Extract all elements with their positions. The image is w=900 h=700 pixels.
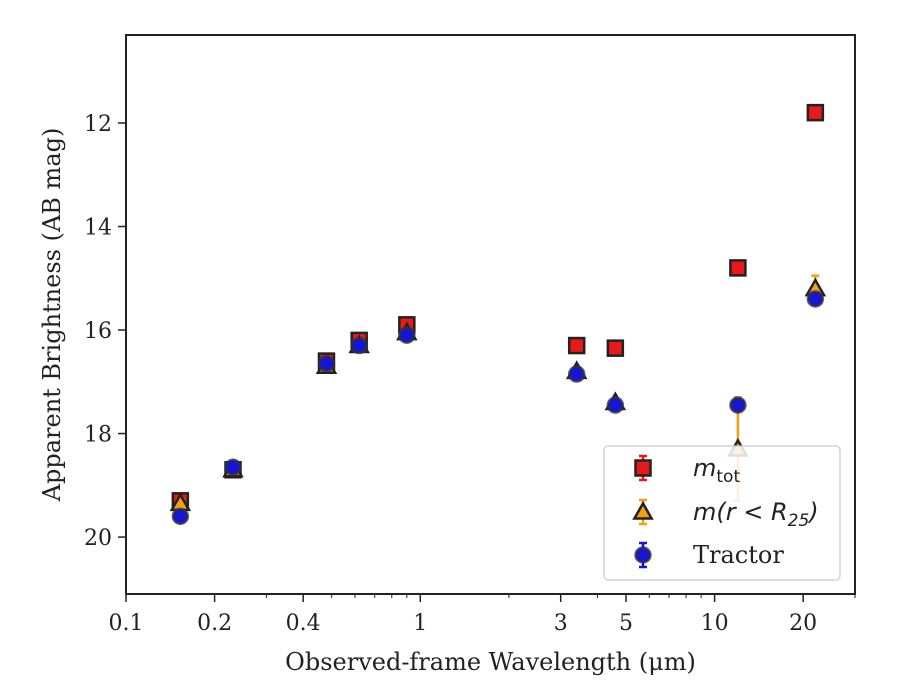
plot-frame bbox=[125, 34, 856, 595]
x-tick-label: 0.4 bbox=[286, 611, 321, 636]
legend-marker-circle bbox=[634, 546, 652, 564]
legend-label-subscript: 25 bbox=[788, 511, 810, 531]
legend-label-suffix: ) bbox=[807, 498, 818, 526]
legend-label: m(r < R25) bbox=[693, 498, 819, 531]
y-tick-label: 20 bbox=[84, 526, 112, 551]
data-point-circle bbox=[806, 290, 825, 308]
x-tick-label: 3 bbox=[554, 611, 568, 636]
data-point-circle bbox=[398, 326, 416, 344]
data-point-circle bbox=[224, 458, 242, 476]
ticks-layer: 0.1 0.2 0.4 1 3 5 10 20 12 14 16 18 20 bbox=[84, 112, 856, 636]
x-tick-label: 20 bbox=[789, 611, 817, 636]
data-point-circle bbox=[567, 365, 586, 383]
legend-label: mtot bbox=[693, 454, 740, 487]
data-point-circle bbox=[317, 354, 336, 373]
y-tick-label: 12 bbox=[84, 112, 112, 137]
y-tick-label: 14 bbox=[84, 216, 112, 241]
legend-box bbox=[603, 445, 841, 581]
legend-label-main: Tractor bbox=[693, 541, 784, 569]
y-tick-label: 16 bbox=[84, 319, 112, 344]
x-tick-label: 0.2 bbox=[197, 611, 232, 636]
legend: mtot m(r < R25) Tractor bbox=[603, 445, 841, 581]
legend-marker-square bbox=[634, 459, 652, 477]
legend-label: Tractor bbox=[693, 541, 784, 569]
x-tick-label: 10 bbox=[701, 611, 729, 636]
data-marks bbox=[169, 103, 827, 526]
x-tick-label: 0.1 bbox=[109, 611, 144, 636]
data-point-square bbox=[729, 259, 747, 277]
y-tick-label: 18 bbox=[84, 423, 112, 448]
y-axis-title: Apparent Brightness (AB mag) bbox=[38, 128, 66, 503]
data-point-square bbox=[567, 336, 586, 355]
data-point-circle bbox=[729, 396, 747, 414]
data-point-square bbox=[806, 103, 825, 122]
data-point-circle bbox=[350, 336, 368, 355]
x-axis-title: Observed-frame Wavelength (μm) bbox=[285, 648, 696, 676]
legend-marker-triangle bbox=[632, 500, 654, 520]
x-tick-label: 5 bbox=[619, 611, 633, 636]
x-tick-label: 1 bbox=[413, 611, 427, 636]
data-point-circle bbox=[606, 396, 625, 414]
legend-label-main: m(r < R bbox=[693, 498, 788, 526]
legend-label-subscript: tot bbox=[716, 467, 740, 487]
series-2 bbox=[171, 290, 825, 526]
legend-label-main: m bbox=[693, 454, 716, 482]
data-point-square bbox=[606, 339, 625, 357]
data-point-circle bbox=[171, 507, 190, 526]
